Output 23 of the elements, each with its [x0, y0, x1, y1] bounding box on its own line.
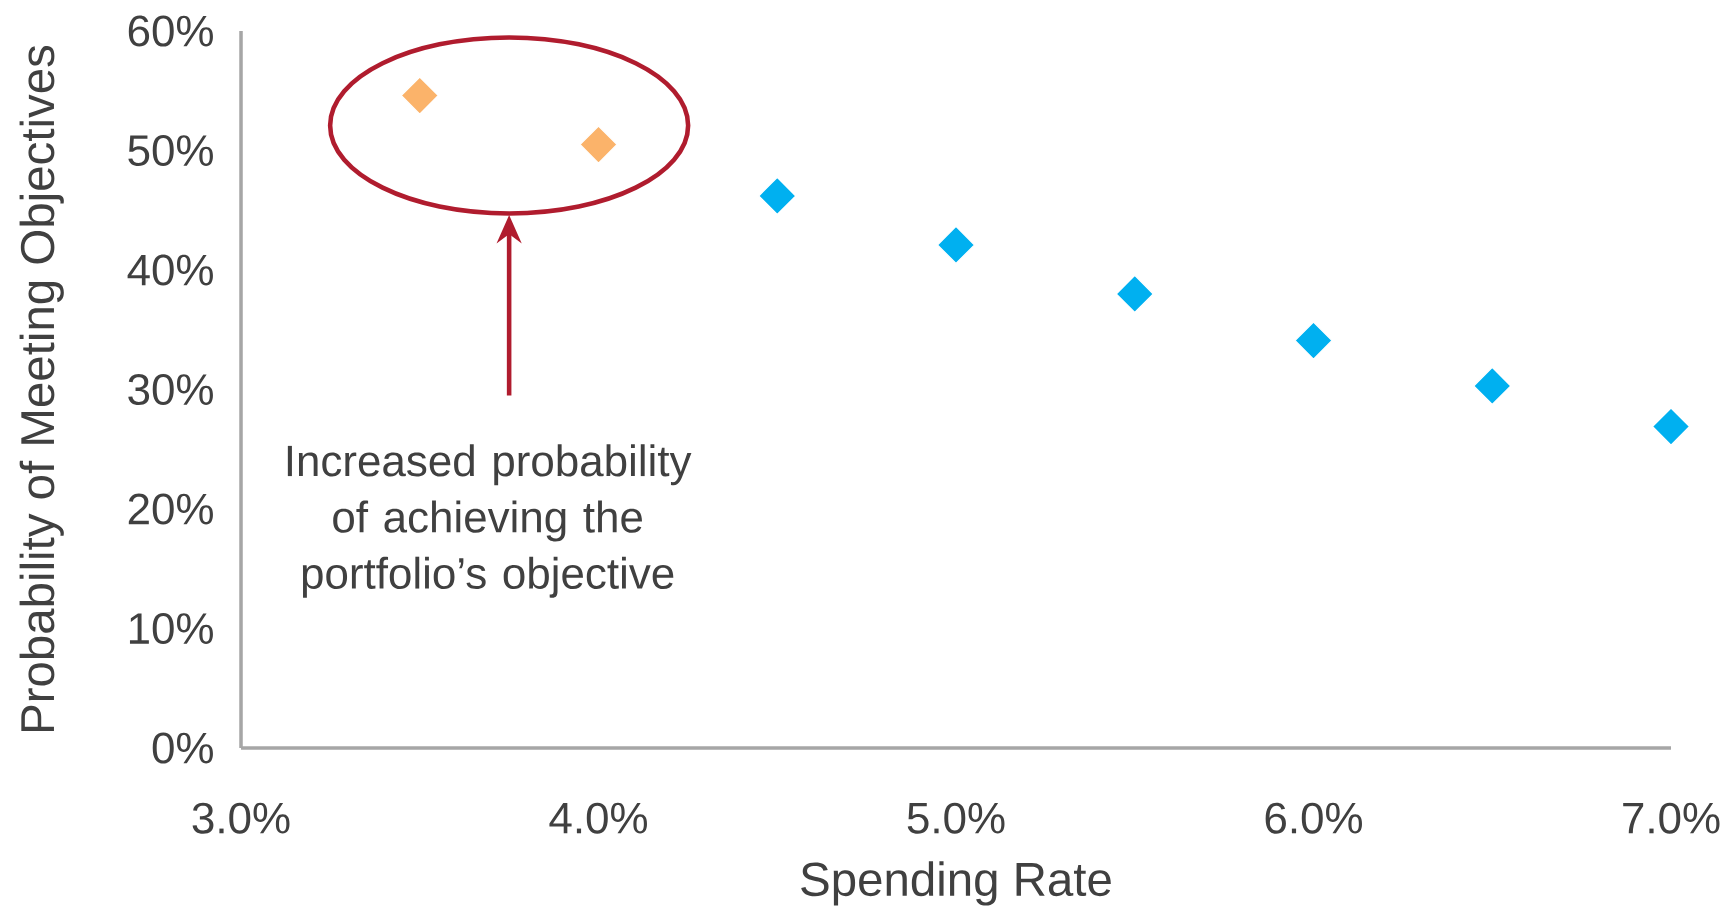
x-tick-label: 7.0% [1623, 802, 1720, 834]
y-tick-label: 30% [128, 374, 213, 406]
y-tick-label: 40% [127, 254, 213, 286]
point [1472, 366, 1512, 406]
point [757, 176, 797, 216]
y-axis-title: Probability of Meeting Objectives [19, 45, 64, 732]
y-tick-label: 60% [128, 15, 213, 47]
x-tick-label: 3.0% [192, 802, 290, 834]
x-tick-label: 4.0% [549, 802, 647, 834]
y-tick-label: 0% [152, 732, 213, 764]
point [1115, 274, 1155, 314]
annotation: Increased probability of achieving the portfolio’s objective [287, 444, 692, 598]
y-tick-label: 50% [128, 135, 213, 167]
point [1651, 407, 1691, 446]
point [1294, 321, 1333, 360]
point [579, 125, 618, 164]
x-tick-label: 6.0% [1265, 802, 1362, 834]
point [400, 76, 440, 115]
y-tick-label: 20% [128, 493, 213, 525]
y-tick-label: 10% [129, 612, 213, 645]
x-axis-title: Spending Rate [801, 861, 1111, 906]
point [936, 225, 976, 265]
x-tick-label: 5.0% [907, 802, 1005, 834]
